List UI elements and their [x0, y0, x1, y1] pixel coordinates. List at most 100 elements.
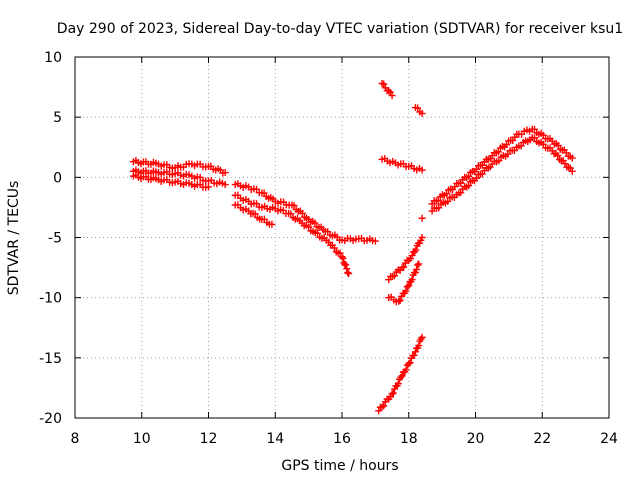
data-point-interp [434, 196, 442, 204]
x-tick-label: 24 [600, 431, 618, 447]
data-point [338, 253, 346, 261]
data-point [371, 237, 379, 245]
x-tick-label: 20 [467, 431, 485, 447]
data-point-interp [390, 272, 398, 280]
y-tick-label: -5 [48, 231, 62, 247]
data-point-interp [342, 261, 350, 269]
data-point-interp [394, 380, 402, 388]
data-point-interp [495, 157, 503, 165]
data-point-interp [414, 261, 422, 269]
data-point-interp [410, 351, 418, 359]
x-tick-label: 18 [400, 431, 418, 447]
data-point-interp [413, 265, 421, 273]
data-point-interp [465, 172, 473, 180]
data-point-interp [442, 190, 450, 198]
data-point [221, 169, 229, 177]
data-points [129, 79, 576, 415]
axis-ticks [74, 56, 610, 419]
y-tick-label: 5 [53, 110, 62, 126]
data-point-interp [380, 80, 388, 88]
x-tick-labels: 8 10 12 14 16 18 20 22 24 [71, 431, 618, 447]
data-point-interp [400, 263, 408, 271]
y-tick-label: 10 [44, 50, 62, 66]
y-tick-label: -15 [39, 351, 62, 367]
data-point [408, 252, 416, 260]
data-point-interp [386, 88, 394, 96]
data-point-interp [435, 204, 443, 212]
data-point-interp [412, 246, 420, 254]
data-point-interp [457, 189, 465, 197]
y-tick-label: -10 [39, 291, 62, 307]
data-point-interp [396, 296, 404, 304]
data-point-interp [389, 389, 397, 397]
data-point-interp [402, 366, 410, 374]
x-tick-label: 22 [533, 431, 551, 447]
data-point-interp [343, 265, 351, 273]
y-axis-label: SDTVAR / TECUs [6, 181, 22, 296]
grid [75, 57, 609, 418]
data-point-interp [503, 141, 511, 149]
data-point-interp [251, 210, 259, 218]
data-point-interp [530, 134, 538, 142]
data-point-interp [494, 148, 502, 156]
data-point [418, 333, 426, 341]
data-point [415, 260, 423, 268]
data-point-interp [406, 359, 414, 367]
data-point-interp [397, 373, 405, 381]
data-point [568, 154, 576, 162]
data-point [411, 348, 419, 356]
x-tick-label: 12 [200, 431, 218, 447]
data-point-interp [290, 202, 298, 210]
y-tick-labels: -20 -15 -10 -5 0 5 10 [39, 50, 62, 427]
data-point-interp [402, 287, 410, 295]
data-point [418, 234, 426, 241]
data-point-interp [444, 197, 452, 205]
data-point [418, 214, 426, 222]
data-point [345, 270, 353, 278]
data-point [388, 390, 396, 398]
data-point-interp [457, 179, 465, 187]
data-point-interp [472, 174, 480, 182]
x-axis-label: GPS time / hours [281, 458, 398, 474]
y-tick-label: -20 [39, 411, 62, 427]
data-point-interp [554, 141, 562, 149]
data-point-interp [311, 219, 319, 227]
x-tick-label: 14 [266, 431, 284, 447]
x-tick-label: 16 [333, 431, 351, 447]
data-point-interp [414, 104, 422, 112]
data-point-interp [539, 140, 547, 148]
data-point [405, 282, 413, 290]
data-point-interp [378, 403, 386, 411]
x-tick-label: 10 [133, 431, 151, 447]
data-point [205, 183, 212, 191]
data-point-interp [380, 402, 388, 410]
y-tick-label: 0 [53, 170, 62, 186]
data-point-interp [330, 244, 338, 252]
data-point-interp [305, 223, 313, 231]
data-point [375, 407, 383, 415]
data-point-interp [415, 342, 423, 350]
data-point-interp [287, 210, 295, 218]
data-point-interp [344, 269, 352, 277]
data-point [221, 181, 229, 189]
data-point [398, 372, 406, 380]
data-point-interp [336, 249, 344, 257]
data-point-interp [403, 283, 411, 291]
chart-title: Day 290 of 2023, Sidereal Day-to-day VTE… [57, 21, 623, 37]
data-point-interp [554, 152, 562, 160]
data-point [418, 110, 426, 118]
data-point-interp [339, 254, 347, 262]
data-point [405, 360, 413, 368]
data-point [395, 297, 403, 305]
data-point-interp [298, 209, 306, 217]
data-point [388, 92, 396, 100]
data-point-interp [314, 229, 322, 237]
data-point-interp [408, 276, 416, 284]
data-point-interp [504, 150, 512, 158]
x-tick-label: 8 [71, 431, 80, 447]
data-point-interp [465, 182, 473, 190]
data-point [568, 167, 576, 175]
data-point [418, 166, 426, 174]
data-point [268, 220, 276, 228]
